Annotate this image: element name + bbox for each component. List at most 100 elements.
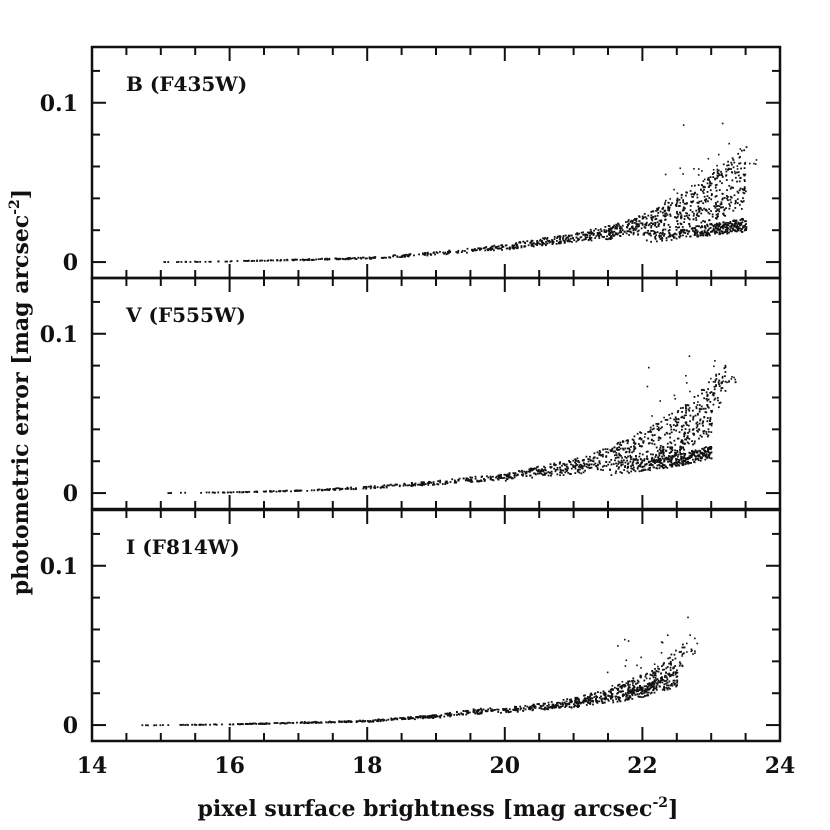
data-point (617, 232, 620, 235)
data-point (562, 239, 565, 242)
data-point (632, 688, 635, 690)
data-point (589, 699, 592, 702)
data-point (478, 249, 481, 251)
data-point (608, 228, 610, 230)
data-point (639, 431, 641, 434)
data-point (635, 220, 638, 223)
data-point (299, 259, 302, 261)
data-point (624, 465, 627, 467)
data-point (663, 222, 666, 225)
data-point (708, 453, 711, 456)
data-point (383, 719, 385, 721)
data-point (488, 248, 491, 251)
data-point (607, 451, 610, 454)
data-point (737, 227, 740, 229)
data-point (693, 440, 696, 443)
data-point (737, 191, 740, 194)
data-point (637, 690, 640, 693)
data-point (221, 723, 223, 726)
data-point (558, 238, 561, 241)
data-point (676, 223, 679, 225)
data-point (624, 638, 626, 641)
data-point (167, 724, 170, 727)
data-point (608, 229, 611, 232)
data-point (400, 255, 403, 258)
data-point (632, 682, 634, 684)
data-point (369, 719, 372, 722)
data-point (513, 244, 516, 247)
data-point (622, 459, 625, 462)
data-point (697, 430, 699, 433)
data-point (661, 465, 664, 467)
data-point (700, 200, 703, 203)
data-point (504, 708, 506, 711)
data-point (464, 479, 467, 482)
data-point (631, 220, 634, 223)
data-point (705, 391, 708, 394)
data-point (648, 430, 651, 433)
data-point (676, 437, 679, 440)
data-point (699, 233, 702, 236)
data-point (674, 449, 676, 452)
data-point (661, 426, 663, 429)
data-point (559, 235, 562, 238)
data-point (508, 476, 510, 479)
data-point (651, 683, 654, 686)
y-tick-label: 0 (63, 250, 78, 276)
data-point (672, 236, 675, 239)
data-point (514, 705, 516, 708)
data-point (640, 222, 643, 225)
data-point (482, 247, 485, 250)
data-point (340, 488, 342, 491)
data-point (673, 454, 676, 456)
data-point (542, 708, 544, 710)
x-tick-label: 16 (214, 753, 245, 779)
data-point (681, 442, 684, 445)
data-point (661, 466, 664, 469)
data-point (390, 717, 393, 720)
data-point (518, 241, 521, 244)
data-point (627, 440, 629, 443)
data-point (480, 712, 483, 715)
data-point (721, 122, 724, 125)
data-point (586, 231, 589, 234)
data-point (573, 705, 575, 708)
data-point (646, 458, 649, 461)
data-point (730, 168, 732, 170)
y-tick-label: 0.1 (40, 91, 78, 117)
data-point (634, 694, 637, 696)
data-point (547, 471, 550, 473)
data-point (702, 452, 705, 455)
data-point (415, 716, 418, 719)
data-point (620, 687, 623, 690)
data-point (666, 423, 669, 425)
data-point (654, 668, 656, 670)
data-point (714, 397, 717, 400)
data-point (404, 484, 407, 487)
data-point (627, 219, 630, 221)
data-point (351, 257, 354, 260)
data-point (726, 164, 729, 167)
data-point (563, 240, 566, 242)
data-point (718, 379, 721, 382)
data-point (582, 231, 584, 234)
data-point (204, 260, 207, 263)
data-point (549, 466, 552, 468)
data-point (485, 710, 488, 713)
data-point (669, 684, 672, 687)
data-point (564, 704, 567, 707)
data-point (712, 394, 715, 397)
data-point (708, 447, 711, 450)
data-point (656, 221, 659, 224)
data-point (280, 722, 283, 724)
data-point (700, 184, 703, 186)
data-point (684, 232, 687, 234)
data-point (414, 482, 417, 485)
data-point (657, 439, 660, 442)
data-point (547, 703, 550, 706)
data-point (481, 710, 483, 712)
data-point (716, 200, 719, 203)
data-point (668, 673, 671, 676)
data-point (665, 215, 667, 217)
data-point (337, 487, 340, 490)
